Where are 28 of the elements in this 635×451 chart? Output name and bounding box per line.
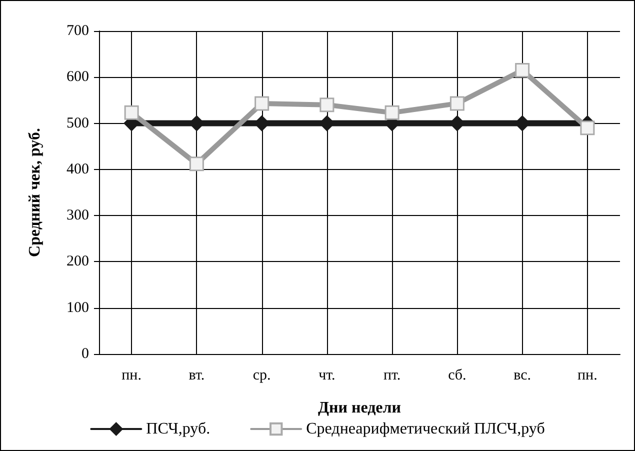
- point: [320, 98, 334, 112]
- point: [384, 105, 400, 120]
- x-tick-label: пт.: [383, 368, 401, 384]
- x-tick-label: сб.: [448, 368, 466, 384]
- y-tick-label: 400: [66, 161, 89, 178]
- y-tick-label: 200: [66, 254, 89, 270]
- y-tick-label: 700: [66, 23, 89, 39]
- x-tick-label: чт.: [318, 368, 336, 384]
- legend-label: ПСЧ,руб.: [146, 420, 210, 438]
- point: [450, 96, 464, 111]
- x-tick-label: пн.: [578, 368, 598, 384]
- y-tick-label: 600: [66, 69, 89, 86]
- y-tick-label: 300: [66, 208, 89, 224]
- x-axis-title: Дни недели: [318, 400, 401, 416]
- point: [580, 120, 595, 136]
- point: [254, 96, 270, 111]
- point: [124, 105, 139, 120]
- x-tick-label: вс.: [514, 368, 532, 384]
- x-tick-label: пн.: [122, 368, 142, 384]
- y-tick-label: 100: [66, 300, 89, 316]
- y-axis-title: Средний чек, руб.: [26, 128, 44, 257]
- y-tick-label: 500: [66, 115, 89, 132]
- legend-label: Среднеарифметический ПЛСЧ,руб: [306, 420, 545, 438]
- point: [189, 156, 204, 172]
- y-tick-label: 0: [82, 346, 89, 362]
- x-tick-label: вт.: [188, 368, 205, 384]
- x-tick-label: ср.: [252, 368, 271, 384]
- point: [515, 62, 530, 78]
